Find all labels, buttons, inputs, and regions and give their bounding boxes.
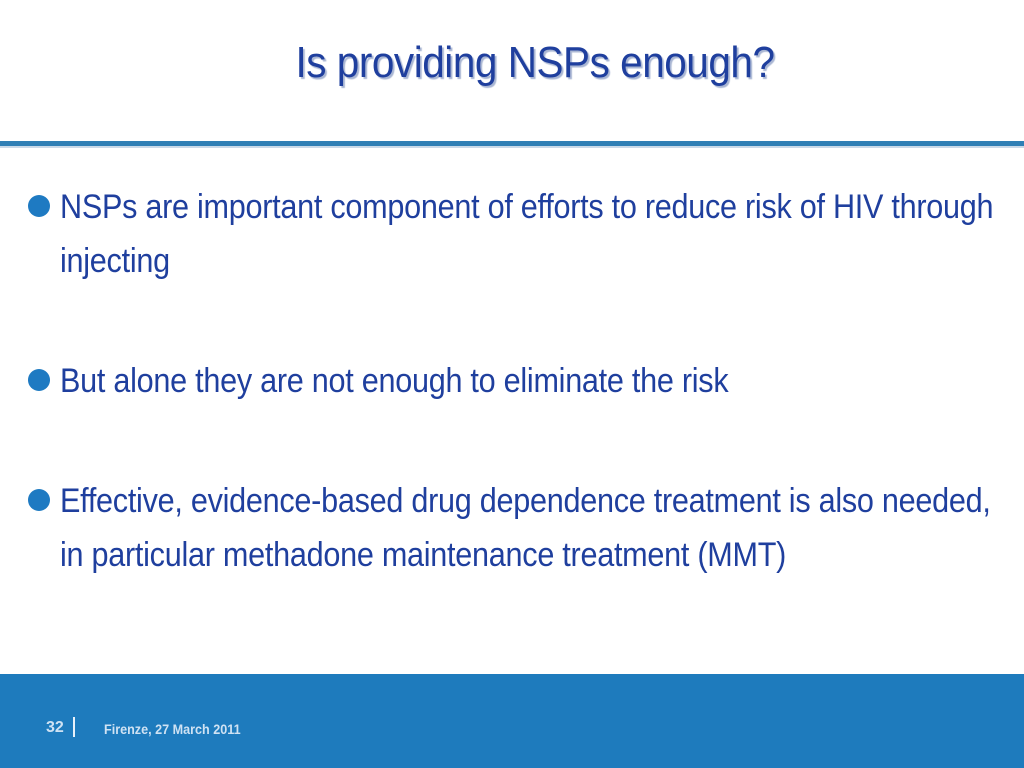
bullet-dot-icon bbox=[28, 195, 50, 217]
bullet-item: NSPs are important component of efforts … bbox=[24, 180, 994, 288]
slide-title: Is providing NSPs enough? bbox=[295, 38, 775, 87]
title-divider-shadow bbox=[0, 146, 1024, 148]
bullet-dot-icon bbox=[28, 489, 50, 511]
bullet-list: NSPs are important component of efforts … bbox=[24, 180, 994, 648]
bullet-dot-icon bbox=[28, 369, 50, 391]
footer-bar: 32 Firenze, 27 March 2011 bbox=[0, 674, 1024, 768]
bullet-text: But alone they are not enough to elimina… bbox=[60, 362, 729, 400]
bullet-text: NSPs are important component of efforts … bbox=[60, 188, 994, 280]
bullet-item: Effective, evidence-based drug dependenc… bbox=[24, 474, 991, 582]
footer-date-location: Firenze, 27 March 2011 bbox=[104, 721, 241, 737]
title-divider bbox=[0, 141, 1024, 146]
page-number: 32 bbox=[46, 719, 64, 736]
bullet-text: Effective, evidence-based drug dependenc… bbox=[60, 482, 991, 574]
bullet-item: But alone they are not enough to elimina… bbox=[24, 354, 984, 408]
page-separator bbox=[73, 717, 75, 737]
